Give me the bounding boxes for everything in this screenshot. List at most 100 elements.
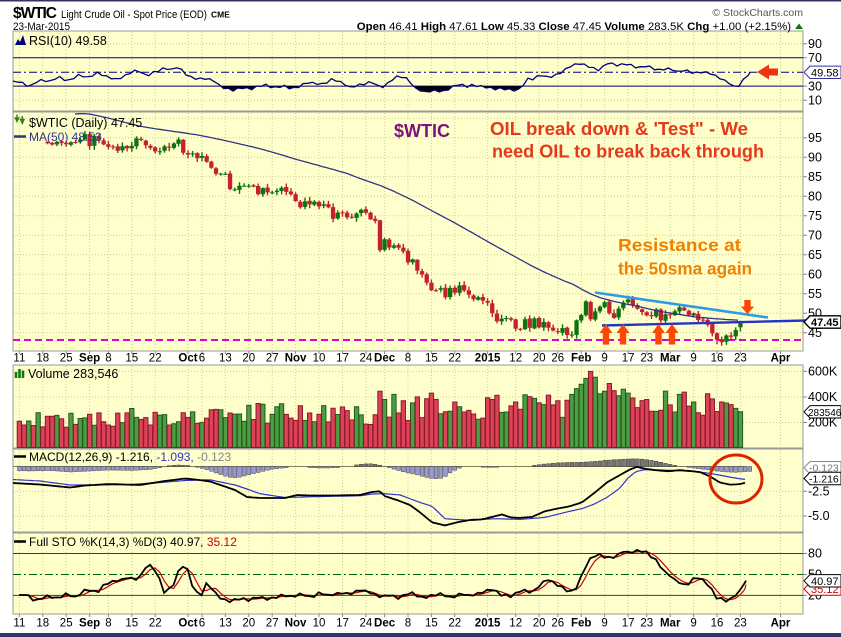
- svg-text:the 50sma again: the 50sma again: [618, 259, 752, 279]
- svg-text:Feb: Feb: [571, 618, 591, 630]
- svg-text:85: 85: [808, 170, 822, 184]
- svg-text:Nov: Nov: [285, 618, 307, 630]
- svg-text:Sep: Sep: [79, 353, 100, 365]
- svg-text:23: 23: [734, 353, 747, 365]
- svg-text:Mar: Mar: [660, 353, 681, 365]
- svg-text:11: 11: [13, 618, 25, 630]
- svg-text:200K: 200K: [808, 416, 838, 430]
- svg-text:25: 25: [60, 353, 73, 365]
- svg-text:26: 26: [551, 618, 564, 630]
- svg-text:20: 20: [533, 353, 546, 365]
- svg-text:20: 20: [242, 618, 255, 630]
- svg-text:8: 8: [105, 618, 111, 630]
- svg-text:80: 80: [808, 190, 822, 204]
- svg-text:CME: CME: [211, 10, 230, 20]
- svg-text:Full STO %K(14,3) %D(3) 40.97,: Full STO %K(14,3) %D(3) 40.97, 35.12: [29, 535, 237, 549]
- svg-text:12: 12: [509, 618, 522, 630]
- svg-text:17: 17: [622, 618, 635, 630]
- svg-text:80: 80: [808, 547, 822, 561]
- svg-text:Light Crude Oil - Spot Price (: Light Crude Oil - Spot Price (EOD): [61, 9, 207, 21]
- svg-text:-5.0: -5.0: [808, 509, 830, 523]
- svg-text:$WTIC: $WTIC: [13, 5, 57, 22]
- svg-text:45: 45: [808, 326, 822, 340]
- svg-text:2015: 2015: [475, 353, 501, 365]
- svg-text:55: 55: [808, 287, 822, 301]
- svg-text:90: 90: [808, 151, 822, 165]
- svg-text:15: 15: [125, 618, 138, 630]
- svg-text:18: 18: [36, 353, 49, 365]
- svg-text:13: 13: [219, 618, 232, 630]
- svg-text:Oct: Oct: [178, 618, 197, 630]
- svg-text:70: 70: [808, 51, 822, 65]
- svg-text:17: 17: [622, 353, 635, 365]
- svg-text:Apr: Apr: [771, 353, 791, 365]
- svg-text:17: 17: [336, 353, 349, 365]
- svg-text:10: 10: [313, 618, 326, 630]
- svg-text:22: 22: [448, 618, 461, 630]
- svg-text:15: 15: [425, 353, 438, 365]
- svg-text:23: 23: [640, 618, 653, 630]
- svg-text:600K: 600K: [808, 365, 838, 379]
- svg-text:need OIL to break back through: need OIL to break back through: [492, 142, 764, 162]
- svg-text:8: 8: [405, 618, 411, 630]
- svg-text:RSI(10) 49.58: RSI(10) 49.58: [29, 34, 107, 48]
- svg-text:6: 6: [199, 353, 205, 365]
- svg-text:6: 6: [199, 618, 205, 630]
- svg-text:24: 24: [360, 353, 373, 365]
- svg-text:15: 15: [425, 618, 438, 630]
- svg-text:27: 27: [266, 618, 279, 630]
- svg-text:25: 25: [60, 618, 73, 630]
- svg-text:8: 8: [105, 353, 111, 365]
- svg-text:400K: 400K: [808, 390, 838, 404]
- svg-text:17: 17: [336, 618, 349, 630]
- svg-text:MACD(12,26,9) -1.216, -1.093,: MACD(12,26,9) -1.216, -1.093, -0.123: [29, 450, 231, 464]
- svg-text:27: 27: [266, 353, 279, 365]
- svg-text:20: 20: [533, 618, 546, 630]
- svg-text:20: 20: [242, 353, 255, 365]
- svg-text:10: 10: [808, 94, 822, 108]
- svg-text:23: 23: [734, 618, 747, 630]
- svg-text:283546: 283546: [808, 408, 841, 419]
- svg-text:Open 46.41 High 47.61 Low 45.3: Open 46.41 High 47.61 Low 45.33 Close 47…: [357, 21, 791, 33]
- svg-text:Sep: Sep: [79, 618, 100, 630]
- svg-text:22: 22: [149, 618, 162, 630]
- svg-text:OIL break down & 'Test" - We: OIL break down & 'Test" - We: [490, 119, 748, 139]
- svg-text:Dec: Dec: [374, 618, 396, 630]
- svg-text:18: 18: [36, 618, 49, 630]
- svg-text:$WTIC (Daily) 47.45: $WTIC (Daily) 47.45: [29, 116, 142, 130]
- svg-text:16: 16: [711, 618, 724, 630]
- svg-text:MA(50) 48.53: MA(50) 48.53: [29, 130, 102, 144]
- svg-text:2015: 2015: [475, 618, 501, 630]
- svg-text:95: 95: [808, 131, 822, 145]
- svg-text:26: 26: [551, 353, 564, 365]
- svg-text:9: 9: [690, 353, 696, 365]
- svg-text:22: 22: [448, 353, 461, 365]
- svg-text:-2.5: -2.5: [808, 484, 830, 498]
- svg-text:-0.123: -0.123: [809, 463, 839, 475]
- svg-text:24: 24: [360, 618, 373, 630]
- svg-text:8: 8: [405, 353, 411, 365]
- svg-text:30: 30: [808, 79, 822, 93]
- svg-text:70: 70: [808, 229, 822, 243]
- svg-text:40.97: 40.97: [811, 576, 839, 588]
- svg-text:Feb: Feb: [571, 353, 591, 365]
- svg-text:12: 12: [509, 353, 522, 365]
- svg-text:Apr: Apr: [771, 618, 791, 630]
- svg-text:65: 65: [808, 248, 822, 262]
- svg-text:10: 10: [313, 353, 326, 365]
- svg-text:23-Mar-2015: 23-Mar-2015: [13, 21, 70, 33]
- svg-text:60: 60: [808, 268, 822, 282]
- svg-text:23: 23: [640, 353, 653, 365]
- svg-text:Resistance at: Resistance at: [618, 235, 741, 255]
- svg-text:15: 15: [125, 353, 138, 365]
- svg-text:22: 22: [149, 353, 162, 365]
- svg-text:16: 16: [711, 353, 724, 365]
- svg-text:-1.216: -1.216: [809, 474, 839, 486]
- svg-text:$WTIC: $WTIC: [394, 121, 450, 141]
- svg-text:49.58: 49.58: [811, 67, 839, 79]
- svg-text:47.45: 47.45: [811, 317, 839, 329]
- svg-text:75: 75: [808, 209, 822, 223]
- svg-text:9: 9: [690, 618, 696, 630]
- svg-text:Nov: Nov: [285, 353, 307, 365]
- svg-text:Oct: Oct: [178, 353, 197, 365]
